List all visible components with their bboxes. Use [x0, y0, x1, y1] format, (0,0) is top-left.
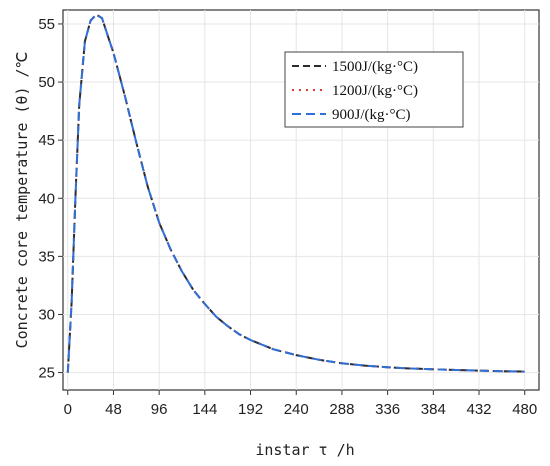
x-tick-label: 144 — [192, 401, 217, 418]
series-line-900 — [66, 13, 525, 373]
x-tick-label: 336 — [375, 401, 400, 418]
x-tick-label: 288 — [329, 401, 354, 418]
y-tick-label: 35 — [38, 248, 55, 265]
x-tick-label: 48 — [105, 401, 122, 418]
x-tick-label: 240 — [284, 401, 309, 418]
series-lines — [66, 13, 525, 373]
x-tick-label: 432 — [467, 401, 492, 418]
x-tick-label: 480 — [512, 401, 537, 418]
x-tick-label: 384 — [421, 401, 446, 418]
legend-label-900: 900J/(kg·°C) — [332, 107, 411, 123]
x-tick-label: 192 — [238, 401, 263, 418]
x-tick-label: 96 — [151, 401, 168, 418]
legend-label-1200: 1200J/(kg·°C) — [332, 83, 418, 99]
y-tick-label: 30 — [38, 306, 55, 323]
legend: 1500J/(kg·°C) 1200J/(kg·°C) 900J/(kg·°C) — [284, 51, 464, 128]
legend-label-1500: 1500J/(kg·°C) — [332, 59, 418, 75]
y-tick-label: 25 — [38, 365, 55, 382]
y-axis-title: Concrete core temperature (θ) /℃ — [13, 52, 31, 349]
x-tick-label: 0 — [64, 401, 72, 418]
y-tick-label: 40 — [38, 190, 55, 207]
x-axis-title: instar τ /h — [255, 441, 354, 459]
y-tick-label: 55 — [38, 16, 55, 33]
axis-ticks: 0 48 96 144 192 240 288 336 384 432 480 25 30 35 40 45 5… — [38, 16, 537, 418]
y-tick-label: 50 — [38, 74, 55, 91]
y-tick-label: 45 — [38, 132, 55, 149]
